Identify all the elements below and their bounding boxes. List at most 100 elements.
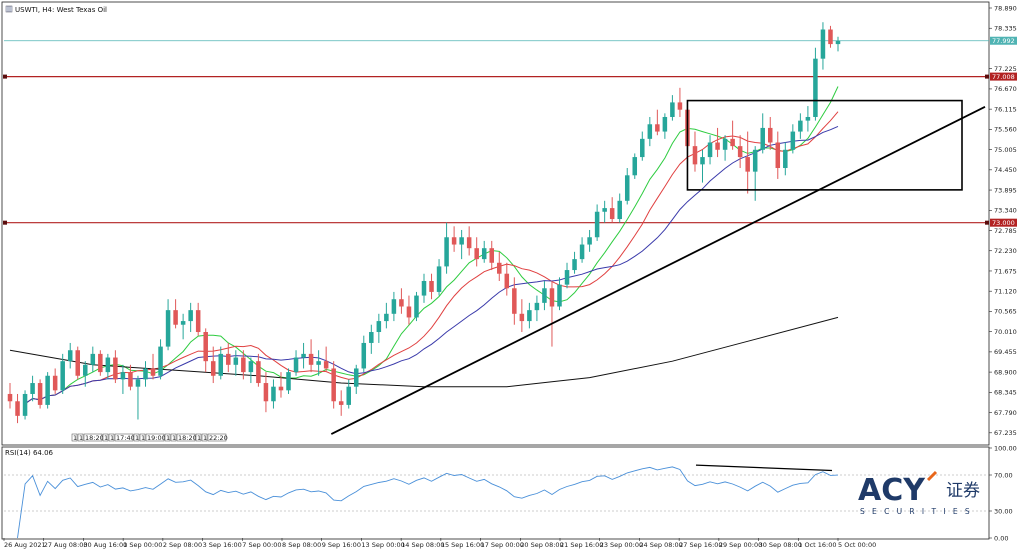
x-tick-label-21: 5 Oct 00:00 [838,541,876,549]
candle-body-92 [700,157,705,165]
level-handle-right-0 [985,74,989,79]
y-tick-label-15: 70.010 [994,328,1017,336]
candle-body-59 [451,237,457,245]
candle-body-5 [45,375,50,405]
rsi-indicator [4,464,989,539]
candle-body-110 [835,40,841,45]
logo-subtitle: SECURITIES [860,507,977,516]
candle-body-49 [376,321,382,333]
candle-body-74 [564,270,570,285]
candle-body-68 [519,313,525,322]
candle-body-7 [60,361,65,391]
y-tick-label-4: 76.115 [994,105,1017,113]
level-price-label-0: 77.008 [992,73,1015,81]
x-tick-label-3: 1 Sep 00:00 [123,541,162,549]
candle-body-38 [293,357,299,373]
level-handle-left-1 [3,220,7,225]
session-marker-box-1 [77,433,84,442]
candle-body-60 [459,237,464,245]
candle-body-22 [173,310,178,325]
rsi-divergence-line [695,464,833,472]
candle-body-51 [391,299,397,314]
candle-body-83 [632,157,638,176]
x-tick-label-11: 15 Sep 16:00 [441,541,484,549]
candle-body-12 [98,353,103,373]
session-marker-box-14 [207,433,227,442]
candle-body-29 [226,353,231,365]
session-marker-box-10 [170,433,177,442]
candle-body-21 [165,310,171,347]
candle-body-2 [22,393,28,416]
candle-body-73 [557,284,562,307]
candle-body-58 [444,237,449,267]
session-marker-text-8: 19:00 [147,434,166,442]
y-tick-label-8: 73.895 [994,186,1017,194]
candle-body-75 [572,259,577,271]
logo-text: ACY [858,473,926,508]
candle-body-20 [158,346,163,376]
session-marker-text-1: 1 [79,434,83,442]
candle-body-56 [429,280,434,292]
candle-body-33 [256,361,261,384]
candle-body-63 [481,248,487,260]
candle-body-94 [715,142,720,150]
candle-body-104 [790,131,796,150]
rsi-label: RSI(14) 64.06 [5,449,54,457]
candle-body-71 [542,288,547,303]
candle-body-25 [195,310,201,333]
price-levels: 77.008 73.000 77.992 [3,36,1017,227]
candle-body-76 [579,244,585,260]
rsi-tick-label-2: 30.00 [994,507,1013,515]
candle-body-67 [512,288,517,314]
candle-body-43 [331,368,336,402]
candle-body-46 [353,368,359,387]
candle-body-52 [399,299,404,307]
session-marker-box-6 [133,433,140,442]
session-marker-box-11 [176,433,196,442]
candle-body-45 [346,386,351,405]
session-marker-box-7 [139,433,146,442]
rsi-line [17,466,839,539]
chart-menu-icon-lines [7,6,11,12]
candle-body-16 [128,372,133,387]
x-tick-label-12: 17 Sep 00:00 [481,541,524,549]
candle-body-66 [504,273,510,289]
x-tick-label-4: 2 Sep 08:00 [163,541,202,549]
session-marker-box-12 [195,433,202,442]
candle-body-88 [670,102,675,117]
session-marker-box-8 [145,433,165,442]
rsi-tick-label-3: 0.00 [994,534,1008,542]
candle-body-98 [745,157,750,172]
x-tick-label-1: 27 Aug 08:00 [44,541,88,549]
level-price-tag-0 [990,72,1017,81]
y-tick-label-0: 78.890 [994,4,1017,12]
logo-cn-text: 证券 [946,481,980,501]
candle-body-109 [828,29,833,45]
session-marker-box-0 [71,433,78,442]
candle-body-40 [308,353,314,365]
candle-body-37 [286,372,291,391]
candle-body-36 [278,386,284,391]
y-tick-label-7: 74.450 [994,166,1017,174]
y-tick-label-19: 67.790 [994,409,1017,417]
candle-body-89 [677,102,683,110]
candle-body-54 [414,295,419,318]
session-marker-text-0: 1 [73,434,77,442]
session-marker-text-13: 1 [203,434,207,442]
candle-body-82 [624,175,630,201]
y-tick-label-5: 75.560 [994,126,1017,134]
candle-body-81 [617,200,622,220]
rsi-tick-label-0: 100.00 [994,444,1017,452]
y-tick-label-16: 69.455 [994,348,1017,356]
candle-body-42 [323,361,329,369]
level-price-tag-1 [990,218,1017,227]
candle-body-44 [338,401,344,405]
y-tick-label-3: 76.670 [994,85,1017,93]
y-tick-label-2: 77.225 [994,65,1017,73]
session-marker-box-4 [108,433,115,442]
candle-body-8 [67,350,73,362]
main-pane-border [1,1,990,446]
